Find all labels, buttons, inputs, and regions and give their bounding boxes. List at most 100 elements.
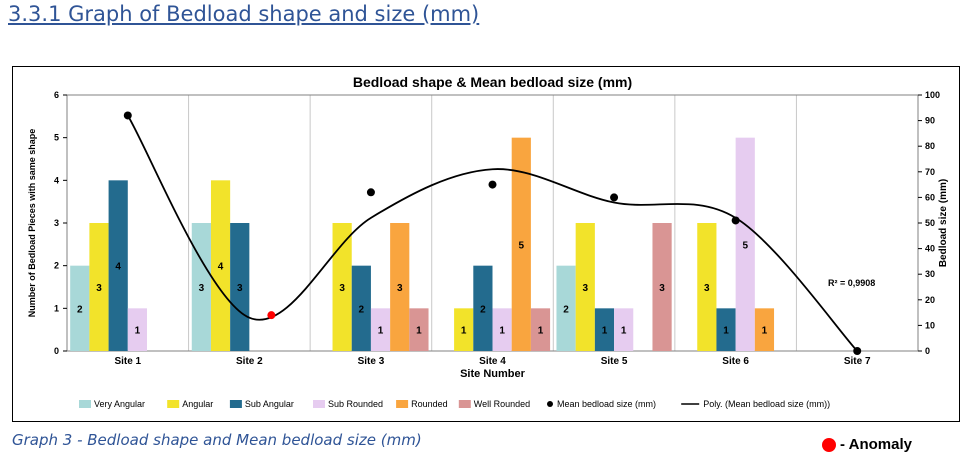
- bar: [754, 308, 775, 351]
- bar: [511, 137, 531, 351]
- x-tick-label: Site 6: [722, 356, 749, 367]
- mean-size-point: [853, 347, 862, 355]
- bar-data-label: 3: [199, 283, 205, 294]
- y-tick-label: 1: [54, 303, 59, 313]
- anomaly-point: [267, 311, 276, 320]
- bar: [230, 223, 250, 351]
- bar: [191, 223, 211, 351]
- y-tick-label: 3: [54, 218, 59, 228]
- bar-data-label: 3: [397, 283, 403, 294]
- bar: [127, 308, 147, 351]
- legend-label: Very Angular: [94, 399, 145, 409]
- y2-tick-label: 30: [925, 269, 935, 279]
- y2-axis-label: Bedload size (mm): [938, 179, 949, 267]
- legend-label: Sub Rounded: [328, 399, 383, 409]
- chart-frame: Bedload shape & Mean bedload size (mm) 0 1…: [12, 66, 960, 422]
- y2-tick-label: 50: [925, 218, 935, 228]
- bar: [492, 308, 512, 351]
- bar: [594, 308, 615, 351]
- mean-size-point: [731, 216, 740, 225]
- bar-data-label: 3: [659, 283, 665, 294]
- bar-data-label: 1: [416, 326, 422, 337]
- bar: [716, 308, 736, 351]
- bar: [210, 180, 231, 351]
- y2-tick-label: 0: [925, 346, 930, 356]
- x-tick-label: Site 2: [236, 356, 263, 367]
- legend-label: Rounded: [411, 399, 448, 409]
- bar: [454, 308, 474, 351]
- bar-data-label: 2: [480, 304, 486, 315]
- legend-label: Mean bedload size (mm): [557, 399, 656, 409]
- bar-data-label: 3: [582, 283, 588, 294]
- bar-data-label: 1: [762, 326, 768, 337]
- bar: [697, 223, 717, 351]
- bar-data-label: 3: [704, 283, 710, 294]
- y2-tick-label: 20: [925, 295, 935, 305]
- bar: [575, 223, 595, 351]
- bar: [332, 223, 352, 351]
- y-tick-label: 4: [54, 175, 59, 185]
- legend-swatch: [458, 400, 471, 408]
- bar: [735, 137, 755, 351]
- bar: [390, 223, 410, 351]
- bar: [473, 265, 493, 351]
- anomaly-legend: - Anomaly: [822, 436, 912, 453]
- y-tick-label: 2: [54, 261, 59, 271]
- bar-data-label: 3: [237, 283, 243, 294]
- x-tick-label: Site 4: [479, 356, 506, 367]
- bar: [108, 180, 128, 351]
- bar-data-label: 2: [563, 304, 569, 315]
- bar-data-label: 3: [339, 283, 345, 294]
- y2-tick-label: 90: [925, 116, 935, 126]
- bar-data-label: 1: [135, 326, 141, 337]
- bar: [409, 308, 429, 351]
- bar: [370, 308, 391, 351]
- bar-data-label: 1: [378, 326, 384, 337]
- bar-data-label: 1: [723, 326, 729, 337]
- anomaly-dot-icon: [822, 437, 836, 452]
- legend-marker: [547, 401, 553, 407]
- legend-label: Poly. (Mean bedload size (mm)): [703, 399, 830, 409]
- legend-label: Sub Angular: [245, 399, 294, 409]
- bar-data-label: 5: [742, 240, 748, 251]
- y-axis-label: Number of Bedload Pieces with same shape: [27, 129, 37, 318]
- y2-tick-label: 70: [925, 167, 935, 177]
- legend-swatch: [313, 400, 325, 408]
- r-squared-label: R² = 0,9908: [828, 278, 875, 288]
- x-tick-label: Site 5: [601, 356, 628, 367]
- bar-data-label: 3: [96, 283, 102, 294]
- y2-tick-label: 100: [925, 90, 940, 100]
- chart-title: Bedload shape & Mean bedload size (mm): [353, 74, 632, 90]
- legend-label: Well Rounded: [474, 399, 530, 409]
- bar-data-label: 1: [538, 326, 544, 337]
- y2-tick-label: 80: [925, 141, 935, 151]
- bar: [351, 265, 371, 351]
- bar-data-label: 4: [218, 262, 224, 273]
- legend-swatch: [396, 400, 409, 408]
- bar: [652, 223, 672, 351]
- x-tick-label: Site 3: [358, 356, 385, 367]
- bar-data-label: 2: [77, 304, 83, 315]
- y-tick-label: 6: [54, 90, 59, 100]
- anomaly-label: - Anomaly: [840, 436, 912, 453]
- bar-data-label: 1: [602, 326, 608, 337]
- bar-data-label: 1: [499, 326, 505, 337]
- bar: [530, 308, 551, 351]
- mean-size-point: [366, 188, 375, 197]
- x-tick-label: Site 1: [114, 356, 141, 367]
- x-axis-label: Site Number: [460, 368, 526, 380]
- bar: [614, 308, 634, 351]
- graph-caption: Graph 3 - Bedload shape and Mean bedload…: [12, 431, 422, 449]
- bar-data-label: 5: [519, 240, 525, 251]
- bedload-chart: Bedload shape & Mean bedload size (mm) 0 1…: [27, 74, 949, 409]
- legend-swatch: [79, 400, 91, 408]
- bar-data-label: 2: [359, 304, 365, 315]
- bar: [556, 265, 576, 351]
- legend-swatch: [167, 400, 180, 408]
- y2-tick-label: 10: [925, 320, 935, 330]
- bar: [70, 265, 90, 351]
- legend-label: Angular: [182, 399, 213, 409]
- y2-tick-label: 40: [925, 244, 935, 254]
- bar-data-label: 1: [461, 326, 467, 337]
- mean-size-point: [610, 193, 619, 202]
